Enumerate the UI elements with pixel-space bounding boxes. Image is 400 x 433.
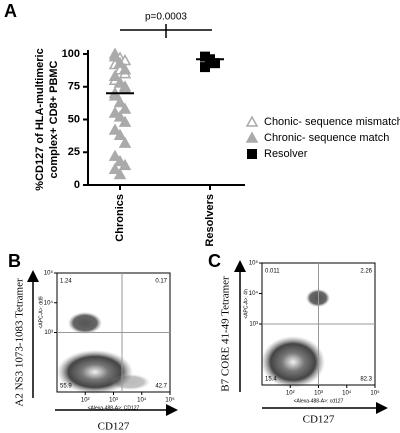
panel-label: A bbox=[4, 1, 17, 21]
quadrant-percent: 2.26 bbox=[360, 269, 372, 275]
quadrant-percent: 1.24 bbox=[60, 279, 72, 285]
point bbox=[118, 136, 132, 148]
x-tick-label: 10⁴ bbox=[342, 390, 352, 397]
point bbox=[108, 162, 122, 175]
inner-y-label: <APC-A>: dd9 bbox=[38, 296, 44, 328]
y-tick-label: 25 bbox=[68, 146, 80, 158]
x-tick-label: 10⁴ bbox=[137, 397, 147, 404]
quadrant-percent: 55.9 bbox=[60, 384, 72, 390]
y-axis-label: complex+ CD8+ PBMC bbox=[48, 60, 60, 178]
point bbox=[113, 110, 127, 122]
legend-label: Resolver bbox=[264, 148, 308, 160]
x-tick-label: 10² bbox=[286, 391, 295, 397]
x-tick-label: 10⁵ bbox=[370, 390, 380, 397]
point bbox=[108, 89, 122, 101]
point bbox=[113, 95, 127, 108]
y-axis-label: A2 NS3 1073-1083 Tetramer bbox=[14, 278, 26, 407]
x-tick-label: Chronics bbox=[114, 194, 126, 242]
y-tick-label: 100 bbox=[62, 48, 80, 60]
y-tick-label: 10⁴ bbox=[44, 299, 54, 306]
point bbox=[113, 154, 127, 167]
x-tick-label: 10⁵ bbox=[165, 397, 175, 404]
y-tick-label: 0 bbox=[74, 179, 80, 191]
inner-x-label: <Alexa-488-A>: CD127 bbox=[88, 405, 140, 411]
panel-label: B bbox=[8, 251, 21, 271]
y-tick-label: 75 bbox=[68, 81, 80, 93]
quadrant-percent: 42.7 bbox=[155, 384, 167, 390]
point bbox=[113, 167, 127, 180]
point bbox=[108, 106, 122, 118]
y-tick-label: 10⁴ bbox=[249, 290, 259, 297]
legend-marker bbox=[247, 149, 257, 159]
point bbox=[118, 158, 132, 171]
x-tick-label: Resolvers bbox=[204, 194, 216, 247]
y-tick-label: 10⁵ bbox=[44, 270, 54, 277]
legend-label: Chronic- sequence match bbox=[264, 132, 389, 144]
point bbox=[108, 123, 122, 135]
x-tick-label: 10³ bbox=[109, 398, 118, 404]
panel-label: C bbox=[208, 251, 221, 271]
legend-label: Chonic- sequence mismatch bbox=[264, 116, 400, 128]
quadrant-percent: 15.4 bbox=[265, 377, 277, 383]
point bbox=[118, 102, 132, 114]
annotation: p=0.0003 bbox=[145, 12, 187, 23]
point bbox=[108, 149, 122, 161]
inner-x-label: <Alexa-488-A>: cd127 bbox=[294, 398, 344, 404]
point bbox=[118, 63, 132, 75]
point bbox=[113, 76, 127, 88]
y-axis-label: %CD127 of HLA-multimeric bbox=[34, 48, 46, 190]
y-tick-label: 10³ bbox=[44, 330, 53, 336]
point bbox=[108, 50, 122, 62]
quadrant-percent: 82.3 bbox=[360, 377, 372, 383]
point bbox=[118, 115, 132, 127]
inner-y-label: <APC-A>: 4h bbox=[243, 289, 249, 319]
y-tick-label: 50 bbox=[68, 113, 80, 125]
quadrant-percent: 0.17 bbox=[155, 279, 167, 285]
y-axis-label: B7 CORE 41-49 Tetramer bbox=[220, 276, 232, 392]
panel-c-density bbox=[261, 289, 330, 388]
x-tick-label: 10² bbox=[81, 398, 90, 404]
quadrant-percent: 0.011 bbox=[265, 269, 280, 275]
point bbox=[210, 58, 220, 69]
y-tick-label: 10⁵ bbox=[249, 260, 259, 267]
panel-b-density bbox=[57, 312, 150, 394]
point bbox=[113, 128, 127, 140]
x-tick-label: 10³ bbox=[314, 391, 323, 397]
x-axis-label: CD127 bbox=[98, 421, 130, 433]
x-axis-label: CD127 bbox=[303, 414, 335, 426]
y-tick-label: 10³ bbox=[249, 322, 258, 328]
legend-marker bbox=[245, 115, 259, 127]
point bbox=[113, 56, 127, 68]
point bbox=[200, 62, 210, 73]
legend-marker bbox=[245, 131, 259, 143]
point bbox=[108, 69, 122, 82]
